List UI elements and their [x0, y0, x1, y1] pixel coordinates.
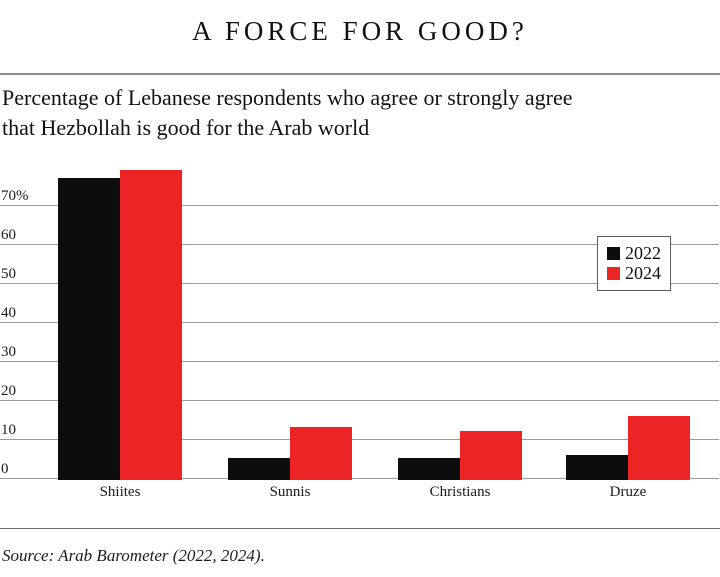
bottom-divider	[0, 528, 720, 529]
bar-chart-plot-area: 0 10 20 30 40 50 60 70% Shiites Sunnis Christians…	[0, 160, 720, 508]
bar-2024-sunnis	[290, 427, 352, 480]
bar-2022-sunnis	[228, 458, 290, 480]
subtitle-line-1: Percentage of Lebanese respondents who a…	[2, 85, 573, 110]
x-axis-label-christians: Christians	[429, 484, 491, 500]
y-axis-tick-20: 20	[1, 383, 16, 399]
legend-item-2022: 2022	[607, 244, 670, 263]
y-axis-tick-30: 30	[1, 344, 16, 360]
gridline-10	[0, 439, 719, 440]
legend-swatch-2022	[607, 247, 620, 260]
y-axis-tick-50: 50	[1, 266, 16, 282]
gridline-0	[0, 478, 719, 479]
subtitle-line-2: that Hezbollah is good for the Arab worl…	[2, 115, 370, 140]
gridline-50	[0, 283, 719, 284]
gridline-60	[0, 244, 719, 245]
bar-2022-shiites	[58, 178, 120, 480]
top-divider	[0, 73, 720, 75]
legend-label-2022: 2022	[625, 243, 661, 263]
gridline-20	[0, 400, 719, 401]
legend-label-2024: 2024	[625, 263, 661, 283]
legend-item-2024: 2024	[607, 264, 670, 283]
y-axis-tick-40: 40	[1, 305, 16, 321]
y-axis-tick-10: 10	[1, 422, 16, 438]
bar-2024-christians	[460, 431, 522, 480]
y-axis-tick-0: 0	[1, 461, 9, 477]
bar-2022-christians	[398, 458, 460, 480]
y-axis-tick-60: 60	[1, 227, 16, 243]
chart-title: A FORCE FOR GOOD?	[192, 16, 528, 46]
gridline-70	[0, 205, 719, 206]
bar-2024-druze	[628, 416, 690, 480]
x-axis-label-druze: Druze	[609, 484, 647, 500]
gridline-30	[0, 361, 719, 362]
legend-swatch-2024	[607, 267, 620, 280]
source-note: Source: Arab Barometer (2022, 2024).	[2, 546, 265, 565]
chart-subtitle: Percentage of Lebanese respondents who a…	[2, 83, 718, 143]
chart-legend: 2022 2024	[597, 236, 671, 291]
bar-2024-shiites	[120, 170, 182, 480]
y-axis-tick-70: 70%	[1, 188, 29, 204]
bar-2022-druze	[566, 455, 628, 480]
gridline-40	[0, 322, 719, 323]
x-axis-label-sunnis: Sunnis	[269, 484, 311, 500]
x-axis-label-shiites: Shiites	[99, 484, 141, 500]
